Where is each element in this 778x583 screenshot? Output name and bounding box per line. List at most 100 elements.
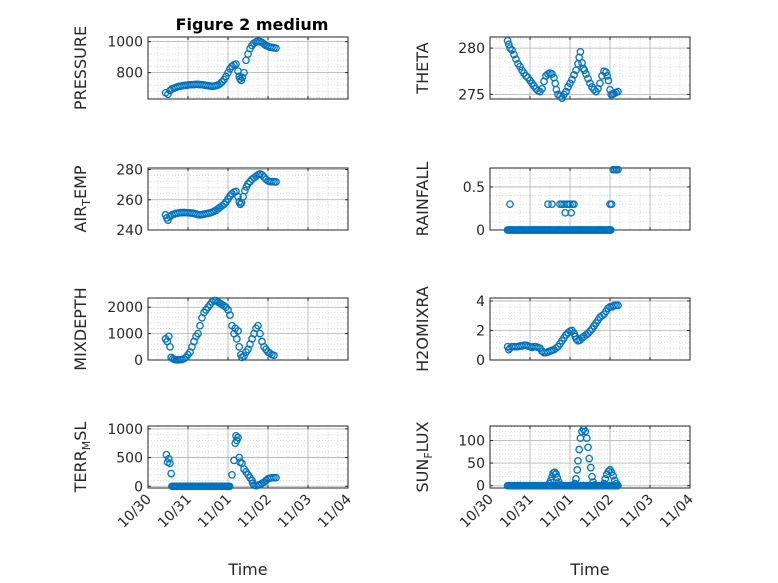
data-point (226, 192, 234, 200)
y-tick-label: 0 (476, 479, 485, 495)
data-point (512, 55, 520, 64)
data-point (506, 200, 514, 209)
data-point (260, 40, 268, 48)
data-point (548, 70, 556, 78)
data-point (522, 72, 530, 80)
data-point (580, 66, 589, 75)
y-tick-label: 0 (476, 223, 485, 239)
data-point (598, 311, 606, 320)
data-series-terr_msl (162, 431, 280, 491)
data-point (603, 72, 612, 80)
data-point (240, 186, 249, 195)
data-point (552, 344, 560, 353)
y-tick-label: 280 (116, 163, 143, 179)
data-point (270, 351, 278, 360)
axes-frame (147, 167, 349, 231)
data-point (572, 66, 580, 75)
data-series-sun_flux (503, 425, 622, 490)
y-tick-label: 800 (116, 66, 143, 82)
data-point (566, 79, 574, 88)
axes-frame (147, 36, 349, 100)
data-point (262, 476, 270, 485)
data-point (606, 226, 615, 234)
data-point (228, 62, 236, 71)
data-point (548, 200, 556, 209)
data-point (232, 60, 240, 68)
data-point (254, 321, 262, 330)
y-axis-label: SUNFLUX (413, 421, 435, 492)
data-point (553, 473, 562, 482)
y-axis-label: RAINFALL (413, 162, 432, 237)
data-point (564, 83, 572, 91)
data-point (590, 85, 598, 94)
y-tick-label: 1000 (107, 327, 143, 343)
data-point (516, 62, 524, 71)
data-point (506, 44, 514, 52)
data-point (164, 90, 172, 99)
data-point (167, 469, 176, 478)
data-point (220, 200, 228, 209)
data-point (582, 70, 590, 78)
data-point (562, 87, 570, 96)
data-series-h2omixra (503, 301, 622, 357)
subplot-h2omixra: 0 2 4 H2OMIXRA (413, 286, 691, 372)
data-point (556, 92, 564, 101)
data-point (588, 472, 596, 481)
data-point (575, 445, 584, 454)
data-point (166, 212, 174, 221)
y-axis-label: TERRMSL (71, 422, 93, 494)
data-point (584, 329, 592, 338)
data-point (544, 200, 552, 209)
data-point (568, 75, 576, 84)
data-point (607, 468, 616, 477)
axes-frame (489, 297, 691, 361)
data-point (596, 79, 604, 88)
data-point (570, 71, 578, 79)
data-point (582, 434, 591, 443)
axes-frame (489, 36, 691, 100)
y-tick-label: 1000 (107, 422, 143, 438)
data-point (244, 180, 252, 188)
figure-title: Figure 2 medium (176, 15, 329, 34)
y-tick-label: 275 (458, 87, 485, 103)
data-point (584, 443, 592, 452)
data-point (538, 84, 546, 93)
data-series-theta (503, 36, 622, 102)
y-tick-label: 240 (116, 223, 143, 239)
data-point (586, 327, 594, 336)
subplot-rainfall: 0 0.5 RAINFALL (413, 162, 691, 239)
y-axis-label: H2OMIXRA (413, 286, 432, 372)
data-point (226, 311, 234, 319)
data-point (224, 68, 232, 77)
data-point (228, 470, 236, 479)
data-point (567, 208, 576, 217)
data-point (576, 47, 585, 56)
data-series-rainfall (503, 165, 622, 234)
y-tick-label: 280 (458, 41, 485, 57)
y-tick-label: 0 (134, 479, 143, 495)
y-tick-label: 4 (476, 294, 485, 310)
data-point (240, 68, 248, 77)
data-point (166, 86, 174, 95)
data-point (552, 470, 560, 478)
data-point (164, 454, 173, 463)
data-point (570, 200, 578, 209)
data-point (614, 87, 622, 96)
data-point (196, 321, 204, 330)
data-point (216, 79, 224, 88)
data-point (607, 200, 616, 209)
y-axis-label: PRESSURE (71, 26, 90, 110)
axes-frame (147, 297, 349, 361)
y-tick-label: 260 (116, 193, 143, 209)
data-point (508, 46, 516, 54)
data-point (609, 471, 618, 480)
data-point (162, 450, 171, 459)
data-point (586, 463, 595, 472)
y-tick-label: 50 (467, 456, 485, 472)
data-point (222, 72, 230, 81)
data-point (234, 327, 242, 335)
data-point (566, 200, 574, 209)
data-point (256, 329, 264, 338)
y-tick-label: 2 (476, 323, 485, 339)
